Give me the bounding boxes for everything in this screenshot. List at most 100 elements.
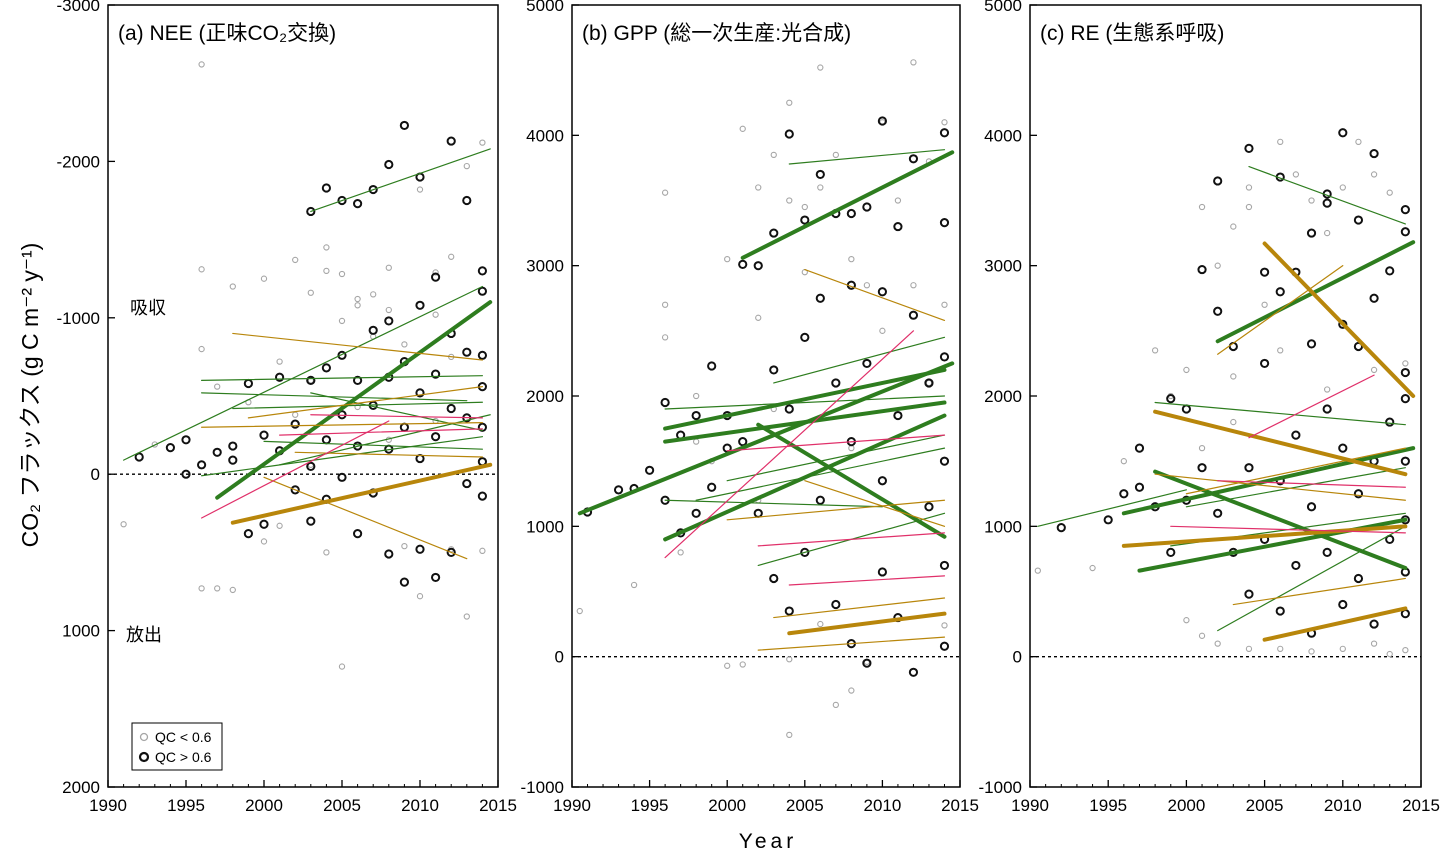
data-point-high-qc	[738, 437, 748, 447]
x-tick-label: 2010	[401, 796, 439, 815]
data-point-low-qc	[214, 585, 221, 592]
data-point-low-qc	[1277, 645, 1284, 652]
data-point-low-qc	[1245, 645, 1253, 652]
x-tick-label: 2015	[941, 796, 979, 815]
data-point-high-qc	[769, 228, 779, 238]
data-point-high-qc	[939, 352, 950, 362]
data-point-low-qc	[693, 392, 700, 400]
data-point-low-qc	[323, 549, 330, 556]
data-point-high-qc	[353, 375, 363, 385]
trend-line-gold	[1217, 265, 1344, 355]
x-axis-label: Year	[739, 830, 797, 853]
data-point-low-qc	[677, 549, 684, 556]
data-point-low-qc	[1198, 632, 1206, 639]
data-point-high-qc	[1213, 508, 1223, 518]
data-point-high-qc	[306, 461, 316, 471]
data-point-high-qc	[431, 432, 441, 442]
data-point-high-qc	[1369, 293, 1379, 303]
data-point-high-qc	[1134, 443, 1145, 453]
x-tick-label: 1990	[553, 796, 591, 815]
data-point-high-qc	[368, 325, 378, 335]
trend-line-green	[788, 149, 946, 165]
x-tick-label: 2005	[323, 796, 361, 815]
data-point-low-qc	[832, 151, 839, 159]
data-point-low-qc	[739, 661, 746, 668]
data-point-high-qc	[165, 443, 175, 453]
data-point-high-qc	[613, 485, 624, 495]
y-tick-label: 4000	[526, 126, 564, 145]
data-point-low-qc	[214, 383, 221, 390]
data-point-high-qc	[477, 491, 487, 501]
data-point-high-qc	[1338, 443, 1348, 453]
legend: QC < 0.6 QC > 0.6	[131, 722, 223, 771]
data-point-high-qc	[462, 195, 472, 206]
trend-line-green	[1215, 240, 1416, 344]
data-point-low-qc	[1402, 360, 1409, 367]
trend-line-gold	[263, 476, 468, 560]
data-point-low-qc	[1355, 138, 1362, 145]
legend-label-low-qc: QC < 0.6	[155, 729, 212, 745]
data-point-high-qc	[738, 259, 748, 269]
trend-line-green	[122, 285, 483, 461]
data-point-high-qc	[134, 452, 144, 462]
data-point-low-qc	[817, 620, 824, 628]
data-point-low-qc	[894, 197, 902, 204]
data-point-high-qc	[431, 272, 441, 282]
data-point-high-qc	[877, 476, 888, 486]
trend-line-gold	[773, 597, 946, 619]
data-point-high-qc	[1338, 599, 1348, 610]
data-point-low-qc	[739, 125, 746, 132]
data-point-low-qc	[1245, 203, 1253, 211]
data-point-high-qc	[784, 606, 794, 616]
trend-line-green	[1037, 489, 1188, 527]
data-point-high-qc	[337, 350, 347, 360]
trend-line-gold	[230, 462, 493, 525]
data-point-high-qc	[477, 266, 487, 276]
data-point-low-qc	[276, 358, 283, 365]
trend-line-gold	[1185, 447, 1406, 495]
y-tick-label: 0	[91, 465, 100, 484]
y-tick-label: 2000	[62, 778, 100, 797]
data-point-low-qc	[1370, 366, 1378, 374]
data-point-high-qc	[924, 502, 934, 512]
trend-line-green	[1185, 467, 1406, 508]
data-point-low-qc	[848, 444, 855, 452]
data-point-high-qc	[1400, 609, 1410, 619]
data-point-high-qc	[1385, 534, 1395, 544]
data-point-low-qc	[786, 656, 793, 663]
plot-frame	[1029, 4, 1422, 788]
data-point-high-qc	[384, 316, 394, 326]
trend-line-green	[1121, 446, 1416, 516]
data-point-high-qc	[306, 516, 316, 526]
data-point-low-qc	[448, 253, 455, 260]
data-point-low-qc	[292, 411, 299, 418]
data-point-high-qc	[862, 202, 872, 212]
data-point-high-qc	[722, 443, 732, 453]
data-point-low-qc	[198, 345, 205, 353]
data-point-high-qc	[800, 215, 810, 225]
data-point-high-qc	[1244, 463, 1254, 473]
data-point-high-qc	[321, 435, 331, 445]
trend-line-green	[1217, 525, 1406, 632]
x-tick-label: 2010	[863, 796, 901, 815]
y-tick-label: 3000	[984, 257, 1022, 276]
data-point-low-qc	[1034, 567, 1041, 574]
data-point-high-qc	[197, 460, 207, 470]
data-point-high-qc	[769, 573, 779, 584]
data-point-high-qc	[645, 465, 655, 475]
trend-line-gold	[1232, 577, 1406, 606]
data-point-low-qc	[1214, 262, 1221, 269]
data-point-low-qc	[260, 275, 268, 282]
data-point-low-qc	[432, 269, 439, 276]
data-point-low-qc	[229, 586, 236, 594]
data-point-high-qc	[259, 519, 269, 529]
data-point-high-qc	[446, 547, 456, 558]
y-tick-label: -1000	[979, 778, 1022, 797]
trend-line-green	[663, 367, 947, 431]
data-point-high-qc	[1385, 417, 1395, 427]
y-tick-label: 4000	[984, 126, 1022, 145]
data-point-high-qc	[384, 159, 394, 170]
y-tick-label: 1000	[62, 622, 100, 641]
data-point-high-qc	[1056, 523, 1066, 533]
data-point-high-qc	[1197, 264, 1207, 275]
